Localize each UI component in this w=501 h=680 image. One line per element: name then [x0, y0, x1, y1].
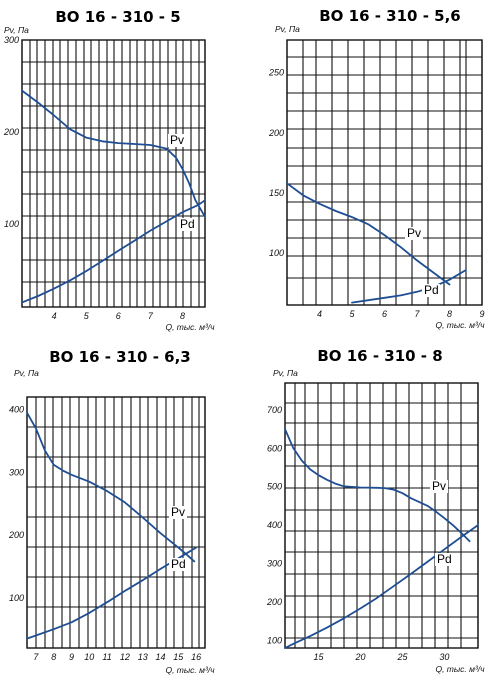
x-axis-label: Q, тыс. м³/ч	[435, 320, 485, 330]
series-label-pd: Pd	[437, 552, 452, 566]
x-tick-label: 14	[155, 652, 165, 662]
y-tick-label: 300	[9, 467, 24, 477]
chart-title: ВО 16 - 310 - 5,6	[319, 7, 461, 25]
plot-grid	[284, 382, 479, 649]
x-tick-label: 7	[148, 311, 154, 321]
series-label-pd: Pd	[424, 283, 439, 297]
y-axis-label: Pv, Па	[4, 25, 29, 35]
y-tick-label: 300	[267, 559, 282, 569]
x-tick-label: 6	[382, 309, 387, 319]
series-line-pv	[284, 428, 471, 543]
x-tick-label: 15	[173, 652, 184, 662]
series-line-pd	[26, 546, 198, 640]
chart-panel-2: ВО 16 - 310 - 5,6 4 5 6 7 8 9 100 150 200 250 Pv, П…	[268, 7, 485, 330]
plot-grid	[286, 39, 483, 306]
y-tick-label: 300	[4, 35, 19, 45]
x-tick-label: 13	[138, 652, 148, 662]
x-tick-label: 9	[69, 652, 74, 662]
series-label-bg	[422, 284, 440, 297]
y-tick-label: 200	[268, 128, 284, 138]
x-tick-label: 7	[414, 309, 420, 319]
plot-frame	[286, 39, 483, 306]
chart-panel-4: ВО 16 - 310 - 8 15 20 25 30 100 200 300 400 500 60…	[266, 347, 485, 674]
y-tick-label: 200	[8, 530, 24, 540]
y-tick-label: 400	[9, 405, 24, 415]
x-tick-label: 10	[84, 652, 94, 662]
x-tick-label: 8	[180, 311, 185, 321]
x-tick-label: 7	[33, 652, 39, 662]
x-tick-label: 16	[191, 652, 201, 662]
plot-grid	[26, 396, 206, 649]
series-line-pd	[284, 524, 479, 649]
x-tick-label: 4	[317, 309, 322, 319]
y-tick-label: 250	[268, 68, 284, 78]
x-tick-label: 5	[84, 311, 90, 321]
y-tick-label: 500	[267, 482, 282, 492]
x-tick-label: 11	[102, 652, 111, 662]
x-axis-label: Q, тыс. м³/ч	[165, 665, 215, 675]
series-label-pv: Pv	[432, 479, 446, 493]
x-tick-label: 25	[396, 652, 408, 662]
series-label-pd: Pd	[171, 557, 186, 571]
series-label-bg	[435, 553, 453, 566]
y-tick-label: 150	[269, 188, 284, 198]
chart-title: ВО 16 - 310 - 8	[317, 347, 442, 365]
series-label-bg	[169, 558, 187, 571]
y-tick-label: 200	[3, 127, 19, 137]
plot-frame	[21, 39, 206, 308]
y-tick-label: 100	[4, 219, 19, 229]
x-tick-label: 4	[52, 311, 57, 321]
y-tick-label: 100	[267, 635, 282, 645]
chart-panel-3: ВО 16 - 310 - 6,3 7 8 9 10 11 12 13 14 15 16 100 200…	[8, 348, 215, 675]
x-tick-label: 6	[116, 311, 121, 321]
series-label-bg	[168, 134, 186, 147]
y-tick-label: 600	[267, 443, 282, 453]
series-label-bg	[430, 480, 448, 493]
plot-frame	[26, 396, 206, 649]
series-line-pv	[286, 182, 451, 286]
y-axis-label: Pv, Па	[14, 368, 39, 378]
y-tick-label: 700	[267, 405, 282, 415]
y-axis-label: Pv, Па	[275, 24, 300, 34]
x-tick-label: 8	[447, 309, 452, 319]
series-label-bg	[178, 218, 196, 231]
x-tick-label: 12	[120, 652, 130, 662]
x-tick-label: 20	[355, 652, 366, 662]
y-tick-label: 400	[267, 520, 282, 530]
chart-title: ВО 16 - 310 - 6,3	[49, 348, 191, 366]
x-tick-label: 5	[349, 309, 355, 319]
x-tick-label: 8	[51, 652, 56, 662]
series-line-pv	[21, 89, 206, 218]
x-tick-label: 9	[479, 309, 484, 319]
y-tick-label: 200	[266, 597, 282, 607]
series-label-pv: Pv	[407, 226, 421, 240]
series-label-bg	[405, 227, 423, 240]
series-line-pd	[351, 269, 467, 304]
plot-frame	[284, 382, 479, 649]
y-tick-label: 100	[269, 248, 284, 258]
chart-title: ВО 16 - 310 - 5	[55, 8, 180, 26]
y-axis-label: Pv, Па	[273, 368, 298, 378]
series-label-bg	[169, 506, 187, 519]
plot-grid	[21, 39, 206, 308]
x-axis-label: Q, тыс. м³/ч	[165, 322, 215, 332]
series-line-pv	[26, 411, 196, 563]
x-axis-label: Q, тыс. м³/ч	[435, 664, 485, 674]
series-label-pd: Pd	[180, 217, 195, 231]
series-label-pv: Pv	[170, 133, 184, 147]
x-tick-label: 15	[314, 652, 325, 662]
y-tick-label: 100	[9, 593, 24, 603]
x-tick-label: 30	[439, 652, 449, 662]
series-label-pv: Pv	[171, 505, 185, 519]
series-line-pd	[21, 199, 206, 304]
